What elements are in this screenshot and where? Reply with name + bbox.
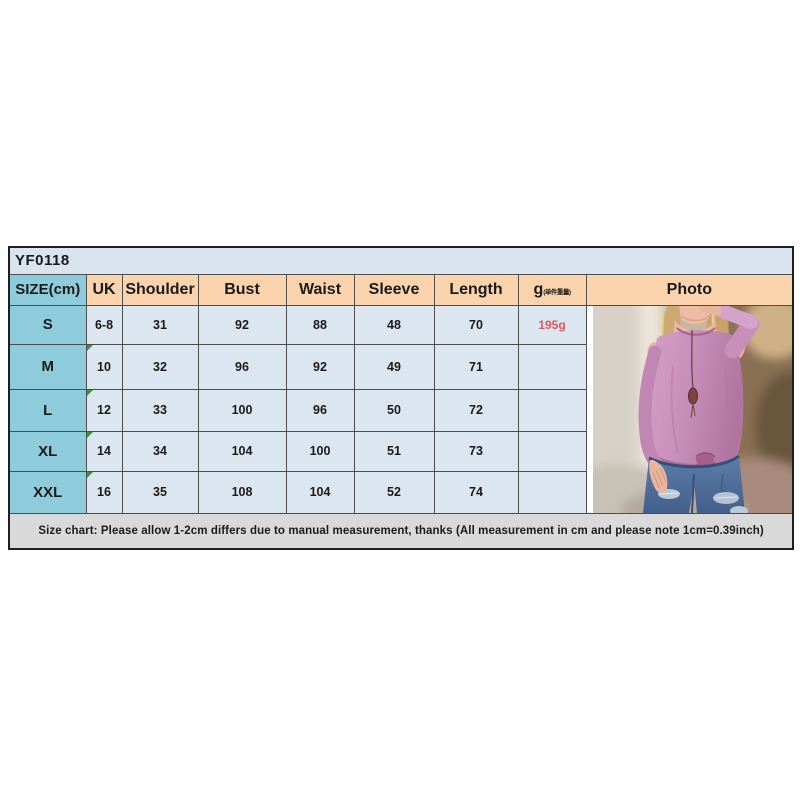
sleeve-cell: 48 bbox=[353, 304, 435, 346]
uk-value: 12 bbox=[97, 403, 111, 417]
length-cell: 71 bbox=[433, 344, 519, 390]
table-row: M 10 32 96 92 49 71 bbox=[8, 344, 793, 390]
photo-cell bbox=[585, 304, 794, 514]
weight-cell: 195g bbox=[517, 304, 587, 346]
excel-flag-triangle bbox=[87, 431, 93, 438]
waist-cell: 92 bbox=[285, 344, 355, 390]
uk-cell: 14 bbox=[85, 430, 123, 473]
bust-cell: 104 bbox=[197, 430, 287, 473]
column-header-weight: g(单件重量) bbox=[517, 273, 587, 306]
sleeve-cell: 49 bbox=[353, 344, 435, 390]
column-header-size: SIZE(cm) bbox=[8, 273, 87, 306]
waist-cell: 100 bbox=[285, 430, 355, 473]
excel-flag-triangle bbox=[87, 390, 93, 396]
size-chart-table: YF0118 SIZE(cm) UK Shoulder Bust Waist S… bbox=[8, 246, 795, 550]
column-header-shoulder: Shoulder bbox=[121, 273, 199, 306]
waist-cell: 88 bbox=[285, 304, 355, 346]
size-cell: S bbox=[8, 304, 87, 346]
size-cell: XL bbox=[8, 430, 87, 473]
table-row: S 6-8 31 92 88 48 70 195g bbox=[8, 304, 794, 514]
length-cell: 70 bbox=[433, 304, 519, 346]
table-row: L 12 33 100 96 50 72 bbox=[8, 388, 793, 432]
sleeve-cell: 50 bbox=[353, 388, 435, 432]
sleeve-cell: 52 bbox=[353, 471, 435, 514]
size-cell: L bbox=[8, 388, 87, 432]
column-header-photo: Photo bbox=[585, 273, 794, 306]
table-row: XL 14 34 104 100 51 73 bbox=[8, 430, 793, 473]
bust-cell: 108 bbox=[197, 471, 287, 514]
sleeve-cell: 51 bbox=[353, 430, 435, 473]
shoulder-cell: 35 bbox=[121, 471, 199, 514]
column-header-bust: Bust bbox=[197, 273, 287, 306]
shoulder-cell: 33 bbox=[121, 388, 199, 432]
weight-cell bbox=[517, 471, 587, 514]
uk-cell: 16 bbox=[85, 471, 123, 514]
waist-cell: 104 bbox=[285, 471, 355, 514]
table-row: XXL 16 35 108 104 52 74 bbox=[8, 471, 793, 514]
column-header-uk: UK bbox=[85, 273, 123, 306]
shoulder-cell: 31 bbox=[121, 304, 199, 346]
bust-cell: 96 bbox=[197, 344, 287, 390]
product-code: YF0118 bbox=[8, 246, 794, 275]
uk-value: 14 bbox=[97, 444, 111, 459]
column-header-sleeve: Sleeve bbox=[353, 273, 435, 306]
uk-cell: 6-8 bbox=[85, 304, 123, 346]
column-header-length: Length bbox=[433, 273, 519, 306]
size-cell: M bbox=[8, 344, 87, 390]
excel-flag-triangle bbox=[87, 472, 93, 479]
excel-flag-triangle bbox=[87, 345, 93, 352]
length-cell: 72 bbox=[433, 388, 519, 432]
weight-cell bbox=[517, 430, 587, 473]
shoulder-cell: 32 bbox=[121, 344, 199, 390]
weight-cell bbox=[517, 344, 587, 390]
weight-cell bbox=[517, 388, 587, 432]
length-cell: 74 bbox=[433, 471, 519, 514]
column-header-waist: Waist bbox=[285, 273, 355, 306]
bust-cell: 100 bbox=[197, 388, 287, 432]
product-photo-illustration bbox=[592, 306, 793, 512]
title-row: YF0118 bbox=[8, 246, 794, 275]
product-photo bbox=[592, 306, 793, 512]
weight-unit-note: (单件重量) bbox=[543, 288, 571, 296]
note-row: Size chart: Please allow 1-2cm differs d… bbox=[8, 512, 794, 550]
measurement-note: Size chart: Please allow 1-2cm differs d… bbox=[8, 512, 794, 550]
header-row: SIZE(cm) UK Shoulder Bust Waist Sleeve L… bbox=[8, 273, 794, 306]
length-cell: 73 bbox=[433, 430, 519, 473]
uk-value: 16 bbox=[97, 485, 111, 500]
size-cell: XXL bbox=[8, 471, 87, 514]
uk-value: 10 bbox=[97, 359, 111, 374]
uk-cell: 10 bbox=[85, 344, 123, 390]
weight-unit-label: g bbox=[533, 280, 544, 298]
uk-cell: 12 bbox=[85, 388, 123, 432]
waist-cell: 96 bbox=[285, 388, 355, 432]
bust-cell: 92 bbox=[197, 304, 287, 346]
shoulder-cell: 34 bbox=[121, 430, 199, 473]
